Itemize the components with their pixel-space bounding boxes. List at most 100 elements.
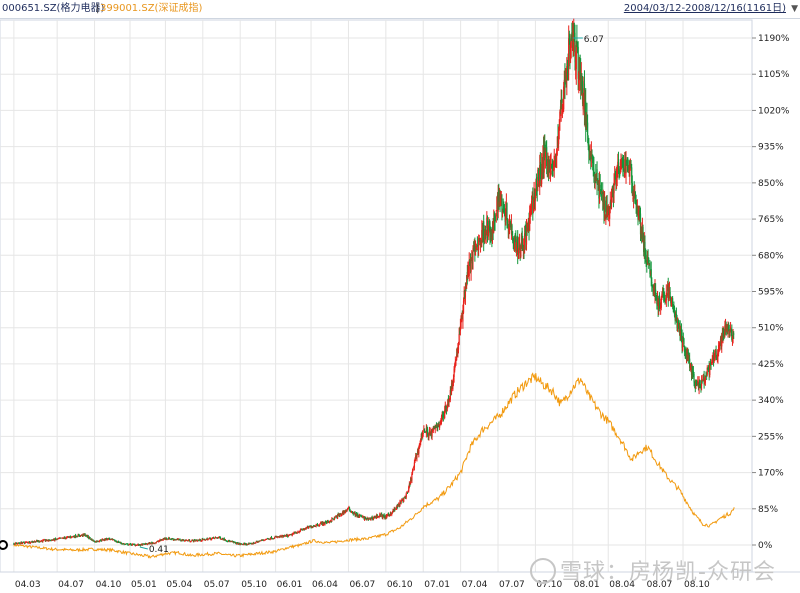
candle-body <box>432 427 434 431</box>
candle-body <box>462 312 464 322</box>
candle-body <box>47 540 49 542</box>
candle-body <box>302 528 305 530</box>
candle-body <box>331 518 334 520</box>
candle-body <box>284 535 286 537</box>
candle-body <box>191 539 193 541</box>
candle-body <box>510 223 513 234</box>
candle-body <box>389 514 391 516</box>
candle-body <box>459 331 461 333</box>
y-tick-label: 765% <box>758 215 784 225</box>
candle-body <box>22 541 24 543</box>
candle-body <box>697 381 699 385</box>
candle-body <box>111 538 113 540</box>
candle-body <box>637 207 639 220</box>
candle-body <box>386 514 388 516</box>
candle-body <box>267 538 269 539</box>
candle-body <box>164 538 166 539</box>
candle-body <box>457 347 459 354</box>
dropdown-triangle-icon[interactable]: ▼ <box>791 4 798 14</box>
candle-body <box>379 514 381 517</box>
candle-body <box>517 236 519 255</box>
y-tick-label: 1020% <box>758 106 790 116</box>
candle-body <box>167 538 169 540</box>
candle-body <box>160 539 162 541</box>
candle-body <box>207 539 209 541</box>
candle-body <box>557 136 559 140</box>
candle-body <box>658 298 660 310</box>
candle-body <box>168 537 171 540</box>
candle-body <box>30 541 33 543</box>
candle-body <box>251 543 254 545</box>
candle-body <box>236 542 238 544</box>
candle-body <box>26 542 28 543</box>
candle-body <box>691 366 693 375</box>
index-title[interactable]: 399001.SZ(深证成指) <box>100 3 203 14</box>
candle-body <box>398 503 400 507</box>
candle-body <box>78 534 80 536</box>
x-tick-label: 08.04 <box>609 580 635 590</box>
date-range-link[interactable]: 2004/03/12-2008/12/16(1161日) <box>623 3 786 14</box>
candle-body <box>296 533 298 534</box>
candle-body <box>723 331 725 334</box>
candle-body <box>102 539 104 540</box>
candle-body <box>655 289 657 295</box>
candle-body <box>125 543 127 545</box>
candle-body <box>610 202 612 207</box>
candle-body <box>661 293 663 297</box>
candle-body <box>401 500 404 501</box>
candle-body <box>208 538 210 540</box>
candle-body <box>387 514 389 515</box>
candle-body <box>173 539 176 541</box>
candle-body <box>292 533 295 535</box>
candle-body <box>426 429 428 432</box>
candle-body <box>46 539 48 541</box>
candle-body <box>405 496 407 499</box>
candle-body <box>668 289 671 291</box>
candle-body <box>406 492 408 494</box>
candle-body <box>27 542 29 544</box>
candle-body <box>76 536 78 538</box>
candle-body <box>270 536 273 540</box>
candle-body <box>179 539 181 541</box>
candle-body <box>291 534 293 536</box>
candle-body <box>137 544 140 546</box>
candle-body <box>231 541 234 543</box>
candle-body <box>294 532 296 534</box>
candle-body <box>670 298 672 304</box>
candle-body <box>124 543 126 545</box>
candle-body <box>609 209 611 219</box>
candle-body <box>196 540 198 542</box>
candle-body <box>654 286 656 297</box>
candle-body <box>709 361 712 363</box>
candle-body <box>204 539 206 541</box>
candle-body <box>708 366 710 375</box>
candle-body <box>704 381 706 383</box>
candle-body <box>273 538 275 540</box>
candle-body <box>126 543 128 545</box>
candle-body <box>105 538 107 541</box>
candle-body <box>551 170 553 175</box>
candle-body <box>676 318 678 328</box>
candle-body <box>257 541 259 543</box>
candle-body <box>395 508 397 510</box>
candle-body <box>530 200 533 210</box>
candle-body <box>563 79 565 88</box>
candle-body <box>468 259 470 276</box>
candle-body <box>151 542 153 544</box>
stock-title[interactable]: 000651.SZ(格力电器) <box>2 3 105 14</box>
candle-body <box>578 73 580 84</box>
candle-body <box>460 317 462 329</box>
candle-body <box>437 425 439 428</box>
candle-body <box>515 245 518 252</box>
candle-body <box>95 540 97 542</box>
candle-body <box>278 536 280 538</box>
candle-body <box>68 536 70 538</box>
candle-body <box>127 543 129 545</box>
candle-body <box>590 151 592 158</box>
candle-body <box>405 493 407 498</box>
candle-body <box>289 534 291 536</box>
candle-body <box>279 535 281 538</box>
candle-body <box>402 499 404 502</box>
candle-body <box>611 188 613 197</box>
